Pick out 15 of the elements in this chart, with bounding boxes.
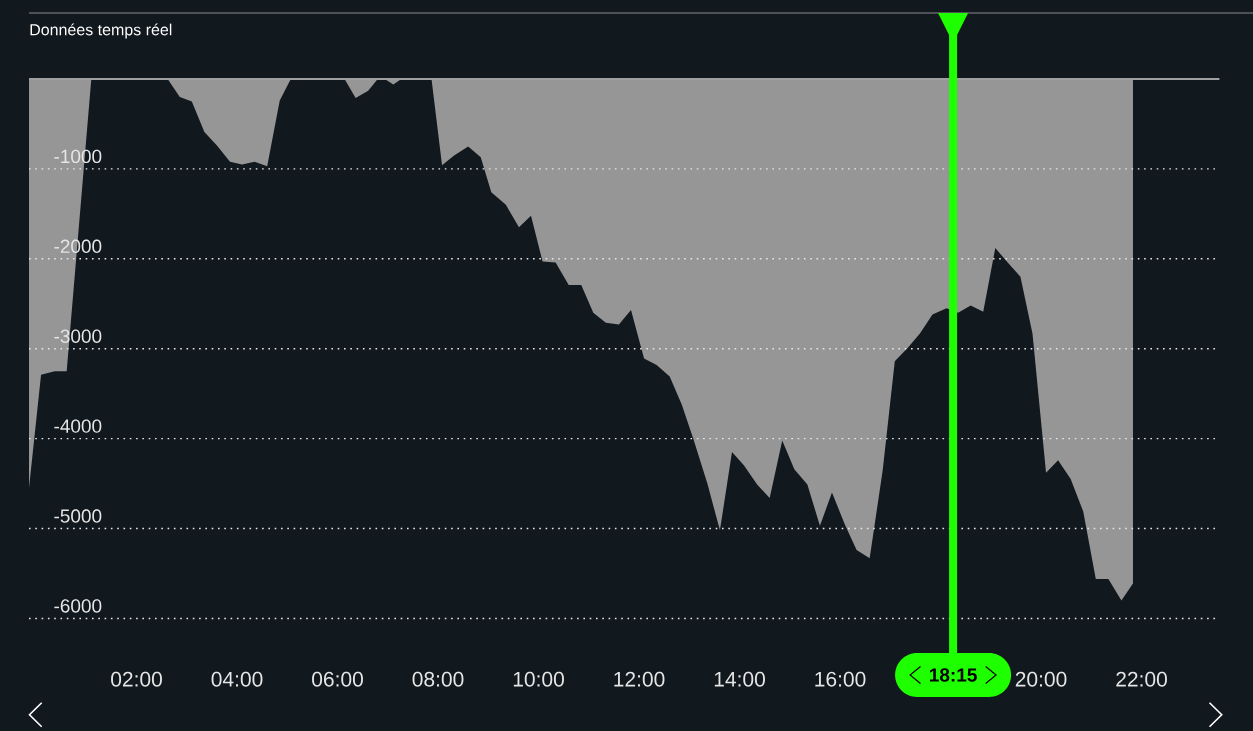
y-tick-label: -6000 xyxy=(54,599,102,613)
x-tick-label: 04:00 xyxy=(211,671,263,687)
y-tick-label: -4000 xyxy=(54,419,102,433)
chart-title: Données temps réel xyxy=(30,23,172,39)
x-tick-label: 06:00 xyxy=(312,671,363,687)
x-tick-label: 16:00 xyxy=(815,671,866,687)
y-tick-label: -5000 xyxy=(54,509,102,523)
x-tick-label: 02:00 xyxy=(111,671,162,687)
x-tick-label: 14:00 xyxy=(714,671,765,687)
x-tick-label: 10:00 xyxy=(513,671,564,687)
x-tick-label: 12:00 xyxy=(614,671,665,687)
ref-line-label: 18:15 xyxy=(929,668,977,682)
x-tick-label: 08:00 xyxy=(412,671,464,687)
x-tick-label: 22:00 xyxy=(1116,671,1167,687)
x-tick-label: 20:00 xyxy=(1015,671,1067,687)
